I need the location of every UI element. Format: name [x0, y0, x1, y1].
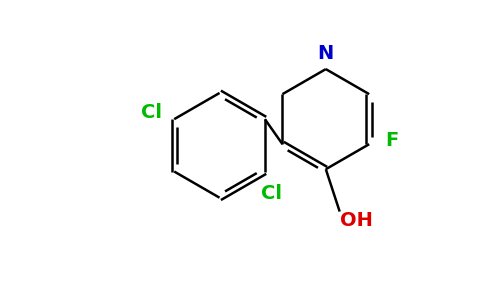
Text: N: N	[318, 44, 334, 63]
Text: OH: OH	[340, 211, 373, 230]
Text: F: F	[386, 131, 399, 150]
Text: Cl: Cl	[260, 184, 282, 202]
Text: Cl: Cl	[141, 103, 162, 122]
